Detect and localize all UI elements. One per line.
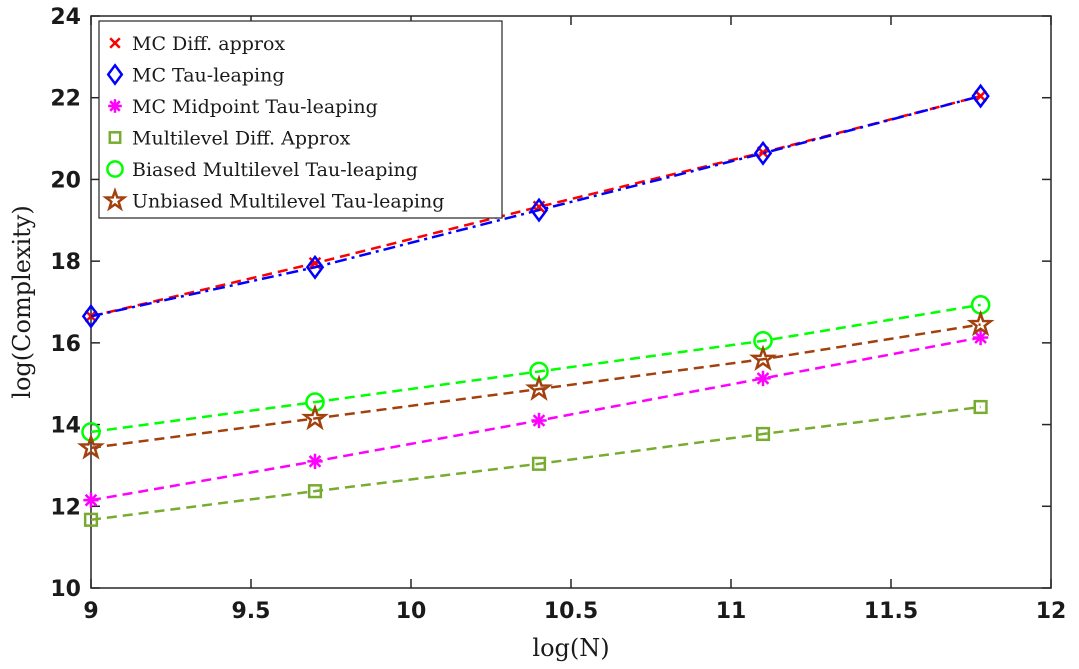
y-axis-label: log(Complexity) (8, 205, 36, 398)
series-asterisk (83, 329, 989, 508)
x-tick-label: 11.5 (864, 599, 918, 624)
marker-square (83, 512, 99, 527)
legend-item: MC Midpoint Tau-leaping (108, 96, 378, 118)
marker-star (525, 374, 553, 401)
legend-item: Multilevel Diff. Approx (108, 128, 351, 150)
y-tick-label: 10 (50, 577, 81, 602)
marker-square (531, 456, 547, 471)
legend-item: MC Diff. approx (109, 33, 285, 55)
legend-label: Biased Multilevel Tau-leaping (132, 159, 418, 181)
x-tick-label: 12 (1036, 599, 1067, 624)
y-tick-label: 12 (50, 495, 81, 520)
series-diamond (81, 83, 990, 329)
marker-star (77, 433, 105, 460)
series-line (90, 94, 981, 318)
marker-diamond (81, 303, 101, 329)
y-tick-label: 14 (50, 414, 81, 439)
legend-label: Unbiased Multilevel Tau-leaping (132, 191, 444, 213)
marker-circle (106, 160, 124, 178)
marker-asterisk (531, 412, 547, 429)
x-tick-label: 9 (83, 599, 98, 624)
x-tick-label: 11 (716, 599, 747, 624)
marker-diamond (106, 63, 124, 86)
series-group (77, 83, 995, 527)
legend-label: MC Midpoint Tau-leaping (132, 96, 378, 118)
marker-asterisk (83, 492, 99, 508)
legend-label: MC Tau-leaping (132, 65, 285, 87)
y-tick-label: 24 (50, 5, 81, 30)
marker-asterisk (108, 99, 122, 113)
series-line (90, 323, 981, 450)
series-line (90, 405, 981, 522)
series-star (77, 309, 995, 460)
legend-item: Biased Multilevel Tau-leaping (106, 159, 418, 181)
legend-label: Multilevel Diff. Approx (132, 128, 351, 150)
marker-diamond (753, 140, 773, 166)
marker-asterisk (755, 370, 771, 387)
marker-star (301, 403, 329, 431)
y-tick-label: 22 (50, 87, 81, 112)
marker-star (749, 344, 777, 372)
marker-diamond (305, 254, 325, 280)
y-tick-label: 18 (50, 250, 81, 275)
axes: 9 9.5 10 10.5 11 11.5 12 10 12 14 16 18 20 22 24 (50, 5, 1066, 624)
marker-asterisk (972, 329, 989, 346)
legend-item: Unbiased Multilevel Tau-leaping (102, 187, 444, 213)
legend-box (98, 20, 503, 219)
series-line (90, 94, 981, 318)
marker-asterisk (307, 453, 323, 469)
marker-diamond (971, 83, 990, 109)
series-line (90, 303, 981, 434)
legend: MC Diff. approx MC Tau-leaping MC Midpoint… (98, 20, 503, 219)
x-axis-label: log(N) (532, 634, 609, 662)
y-tick-label: 20 (50, 168, 81, 193)
x-tick-label: 9.5 (232, 599, 271, 624)
legend-label: MC Diff. approx (132, 33, 285, 55)
marker-star (102, 187, 128, 212)
y-tick-label: 16 (50, 332, 81, 357)
marker-x (109, 37, 121, 49)
x-tick-label: 10 (396, 599, 427, 624)
series-square (83, 399, 988, 527)
x-tick-label: 10.5 (544, 599, 598, 624)
marker-square (755, 426, 771, 442)
marker-diamond (529, 197, 549, 223)
marker-star (966, 309, 995, 337)
marker-square (973, 399, 988, 415)
legend-item: MC Tau-leaping (106, 63, 285, 87)
marker-square (108, 131, 122, 144)
marker-square (307, 484, 323, 499)
